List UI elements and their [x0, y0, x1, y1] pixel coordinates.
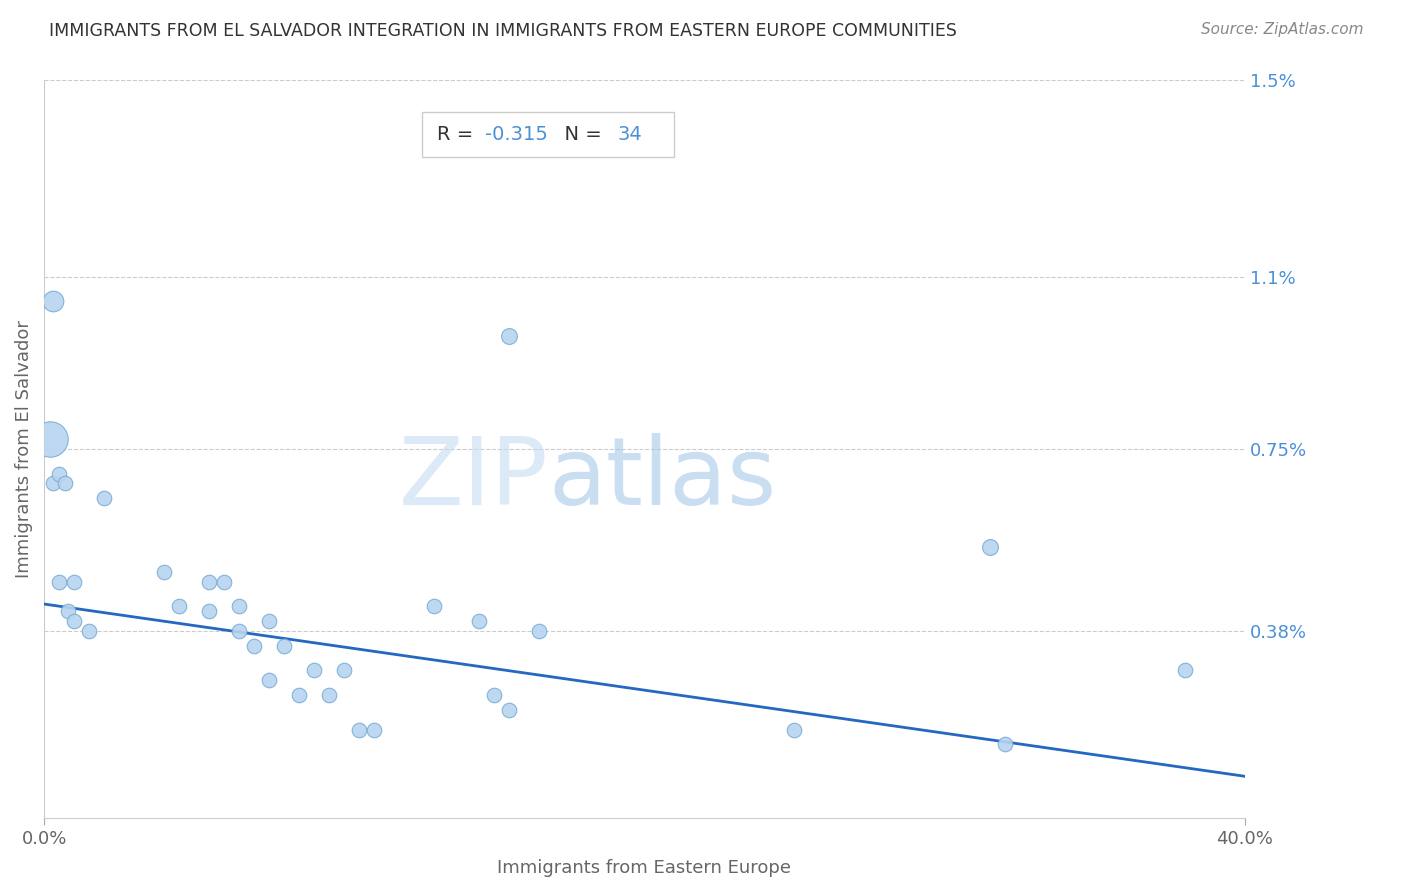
Point [484, 688, 506, 702]
Text: atlas: atlas [548, 433, 776, 524]
Point [979, 541, 1001, 555]
Point [53, 476, 76, 491]
Point [273, 639, 295, 653]
Point [498, 703, 520, 717]
Point [423, 599, 446, 614]
Point [153, 565, 176, 579]
Text: Source: ZipAtlas.com: Source: ZipAtlas.com [1201, 22, 1364, 37]
Point [77, 624, 100, 639]
Text: R =: R = [437, 125, 479, 145]
Point [93, 491, 115, 506]
Point [63, 574, 86, 589]
X-axis label: Immigrants from Eastern Europe: Immigrants from Eastern Europe [498, 859, 792, 877]
Text: IMMIGRANTS FROM EL SALVADOR INTEGRATION IN IMMIGRANTS FROM EASTERN EUROPE COMMUN: IMMIGRANTS FROM EL SALVADOR INTEGRATION … [49, 22, 957, 40]
Point [48, 574, 70, 589]
Point [257, 673, 280, 688]
Y-axis label: Immigrants from El Salvador: Immigrants from El Salvador [15, 320, 32, 578]
Point [56, 604, 79, 618]
Point [468, 614, 491, 628]
FancyBboxPatch shape [422, 112, 675, 158]
Point [993, 737, 1015, 751]
Point [212, 574, 235, 589]
Text: ZIP: ZIP [399, 433, 548, 524]
Point [1174, 664, 1197, 678]
Point [198, 604, 221, 618]
Text: 34: 34 [619, 125, 643, 145]
Point [198, 574, 221, 589]
Point [318, 688, 340, 702]
Point [529, 624, 551, 639]
Point [302, 664, 325, 678]
Point [167, 599, 190, 614]
Point [783, 723, 806, 737]
Text: -0.315: -0.315 [485, 125, 547, 145]
Point [363, 723, 385, 737]
Text: N =: N = [553, 125, 607, 145]
Point [39, 432, 62, 446]
Point [63, 614, 86, 628]
Point [42, 294, 65, 309]
Point [349, 723, 371, 737]
Point [243, 639, 266, 653]
Point [257, 614, 280, 628]
Point [333, 664, 356, 678]
Point [228, 624, 250, 639]
Point [48, 467, 70, 481]
Point [42, 476, 65, 491]
Point [498, 329, 520, 343]
Point [288, 688, 311, 702]
Point [228, 599, 250, 614]
